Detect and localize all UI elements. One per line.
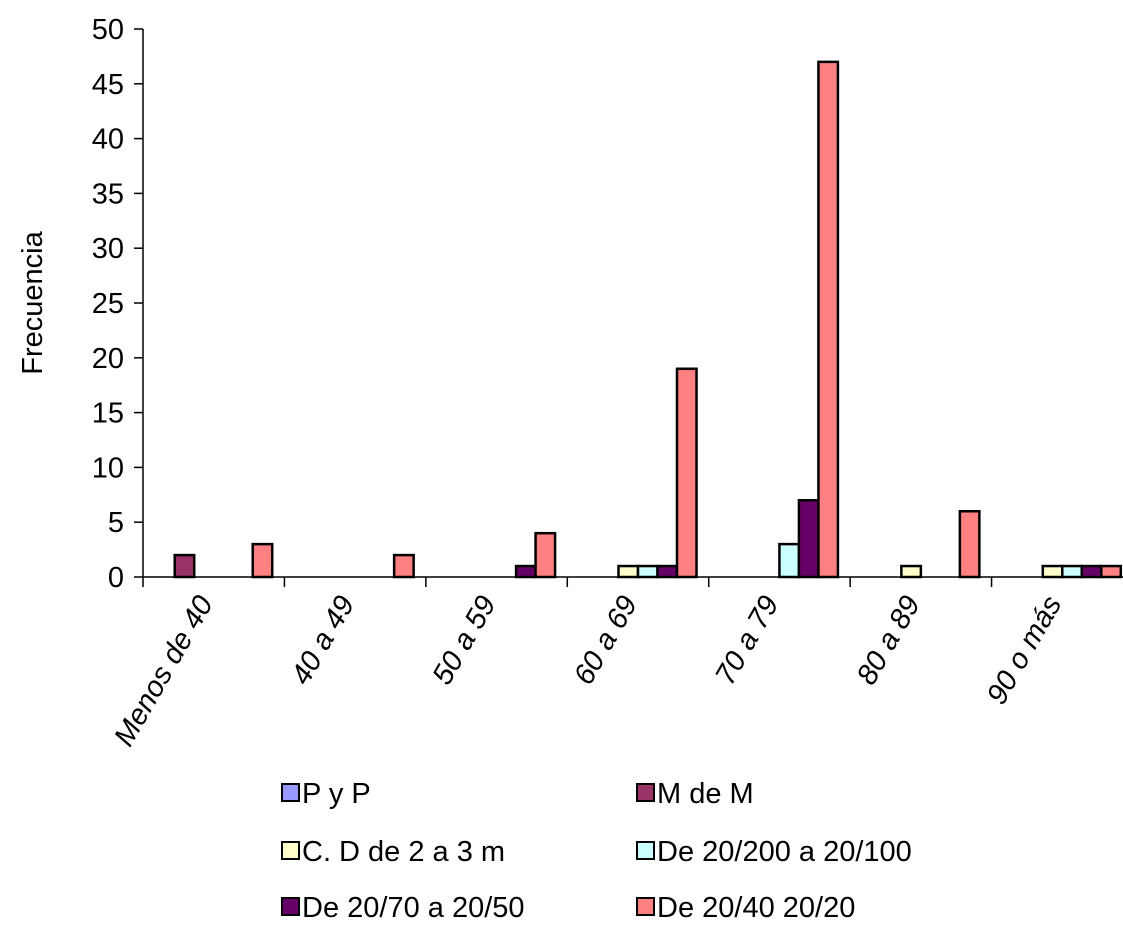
y-ticks-group: 0 5 10 15 20 25 30 35 40 45 50 — [92, 14, 143, 594]
legend-label-p-y-p: P y P — [302, 778, 371, 810]
y-tick-label: 40 — [92, 124, 124, 156]
bar-de-20-70-a-20-50-60-a-69 — [656, 564, 679, 579]
legend-label-de-20-200-a-20-100: De 20/200 a 20/100 — [657, 836, 912, 868]
y-axis-title: Frecuencia — [17, 230, 49, 374]
bar-de-20-70-a-20-50-70-a-79 — [797, 499, 820, 579]
y-tick-label: 45 — [92, 69, 124, 101]
legend-swatch-c-d-de-2-a-3-m — [281, 841, 300, 860]
legend-swatch-m-de-m — [636, 783, 655, 802]
legend-swatch-de-20-70-a-20-50 — [281, 897, 300, 916]
x-tick-label-menos-de-40: Menos de 40 — [108, 590, 220, 751]
y-tick-label: 10 — [92, 452, 124, 484]
x-tick-label-80-a-89: 80 a 89 — [851, 591, 927, 691]
bar-de-20-40-20-20-50-a-59 — [534, 531, 557, 579]
x-tick-label-60-a-69: 60 a 69 — [568, 591, 644, 691]
x-tick-label-70-a-79: 70 a 79 — [709, 591, 785, 691]
bar-de-20-40-20-20-60-a-69 — [675, 367, 698, 579]
legend-swatch-de-20-40-20-20 — [636, 897, 655, 916]
bar-c-d-de-2-a-3-m-60-a-69 — [617, 564, 640, 579]
y-tick-label: 5 — [108, 507, 124, 539]
y-tick-label: 25 — [92, 288, 124, 320]
bar-de-20-40-20-20-menos-de-40 — [251, 542, 274, 579]
legend: P y P M de M C. D de 2 a 3 m De 20/200 a 20… — [281, 778, 912, 924]
bar-de-20-40-20-20-90-o-mas — [1100, 564, 1123, 579]
legend-label-m-de-m: M de M — [657, 778, 754, 810]
x-ticks-group: Menos de 40 40 a 49 50 a 59 60 a 69 70 a 79 8… — [108, 577, 1068, 752]
x-tick-label-40-a-49: 40 a 49 — [285, 590, 361, 690]
legend-swatch-de-20-200-a-20-100 — [636, 841, 655, 860]
bar-m-de-m-menos-de-40 — [173, 553, 196, 579]
bar-de-20-40-20-20-80-a-89 — [958, 509, 981, 579]
bar-de-20-70-a-20-50-90-o-mas — [1080, 564, 1103, 579]
y-tick-label: 30 — [92, 233, 124, 265]
axes-group — [142, 29, 1123, 578]
legend-label-de-20-70-a-20-50: De 20/70 a 20/50 — [302, 892, 525, 924]
bar-c-d-de-2-a-3-m-80-a-89 — [900, 564, 923, 579]
bar-c-d-de-2-a-3-m-90-o-mas — [1041, 564, 1064, 579]
legend-swatch-p-y-p — [281, 783, 300, 802]
bar-de-20-200-a-20-100-60-a-69 — [636, 564, 659, 579]
bar-de-20-200-a-20-100-70-a-79 — [778, 542, 801, 579]
x-tick-label-90-o-mas: 90 o más — [981, 591, 1068, 710]
bar-de-20-40-20-20-70-a-79 — [817, 60, 840, 579]
y-tick-label: 35 — [92, 178, 124, 210]
y-tick-label: 15 — [92, 398, 124, 430]
legend-label-c-d-de-2-a-3-m: C. D de 2 a 3 m — [302, 836, 505, 868]
bar-de-20-40-20-20-40-a-49 — [392, 553, 415, 579]
y-tick-label: 0 — [108, 562, 124, 594]
bar-de-20-200-a-20-100-90-o-mas — [1061, 564, 1084, 579]
y-tick-label: 20 — [92, 343, 124, 375]
bars-group — [173, 60, 1123, 579]
bar-de-20-70-a-20-50-50-a-59 — [514, 564, 537, 579]
y-tick-label: 50 — [92, 14, 124, 46]
legend-label-de-20-40-20-20: De 20/40 20/20 — [657, 892, 855, 924]
x-tick-label-50-a-59: 50 a 59 — [427, 590, 503, 690]
